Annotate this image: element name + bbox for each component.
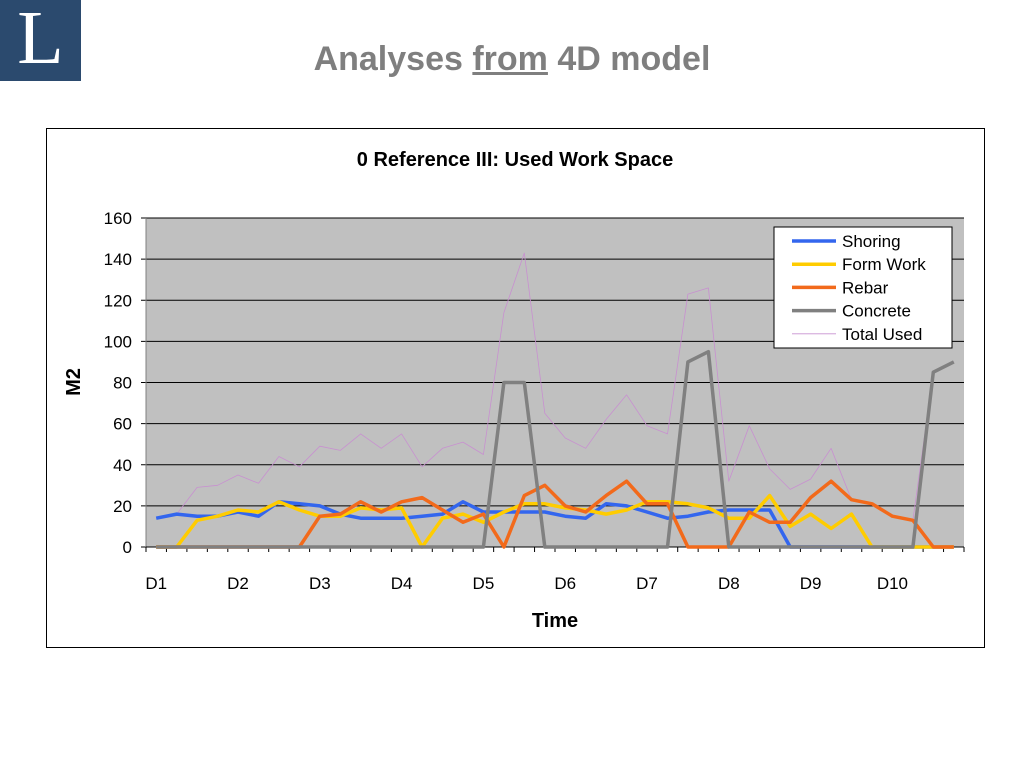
x-tick-label: D1	[145, 574, 167, 593]
legend-label-concrete: Concrete	[842, 302, 911, 321]
y-tick-label: 40	[113, 456, 132, 475]
x-tick-label: D3	[309, 574, 331, 593]
x-tick-label: D9	[800, 574, 822, 593]
x-tick-label: D7	[636, 574, 658, 593]
y-tick-label: 160	[104, 209, 132, 228]
legend-label-shoring: Shoring	[842, 232, 901, 251]
x-tick-label: D6	[554, 574, 576, 593]
x-axis-label: Time	[532, 610, 578, 632]
x-tick-label: D8	[718, 574, 740, 593]
y-axis-label: M2	[63, 368, 85, 396]
series-line-concrete	[156, 349, 955, 549]
series-line-total-used	[156, 252, 954, 521]
series-line-form-work	[156, 493, 954, 549]
title-part-2: from	[472, 40, 548, 78]
used-work-space-chart: 0 Reference III: Used Work Space 0 20 40 60 8…	[63, 149, 965, 632]
x-tick-label: D5	[473, 574, 495, 593]
logo-letter: L	[17, 0, 64, 80]
y-tick-label: 140	[104, 250, 132, 269]
chart-container: 0 Reference III: Used Work Space 0 20 40 60 8…	[46, 128, 985, 648]
title-part-1: Analyses	[313, 40, 463, 78]
y-tick-label: 80	[113, 374, 132, 393]
legend-label-rebar: Rebar	[842, 278, 889, 297]
logo: L	[0, 0, 81, 81]
title-part-3: 4D model	[557, 40, 711, 78]
legend-label-total-used: Total Used	[842, 325, 922, 344]
legend-label-form-work: Form Work	[842, 255, 926, 274]
x-tick-label: D4	[391, 574, 413, 593]
x-tick-label: D10	[877, 574, 908, 593]
y-tick-label: 0	[123, 538, 132, 557]
x-tick-label: D2	[227, 574, 249, 593]
y-tick-label: 120	[104, 291, 132, 310]
chart-title: 0 Reference III: Used Work Space	[357, 149, 673, 171]
page-title: Analyses from 4D model	[0, 40, 1024, 79]
y-tick-label: 60	[113, 415, 132, 434]
y-tick-label: 100	[104, 332, 132, 351]
y-tick-label: 20	[113, 497, 132, 516]
